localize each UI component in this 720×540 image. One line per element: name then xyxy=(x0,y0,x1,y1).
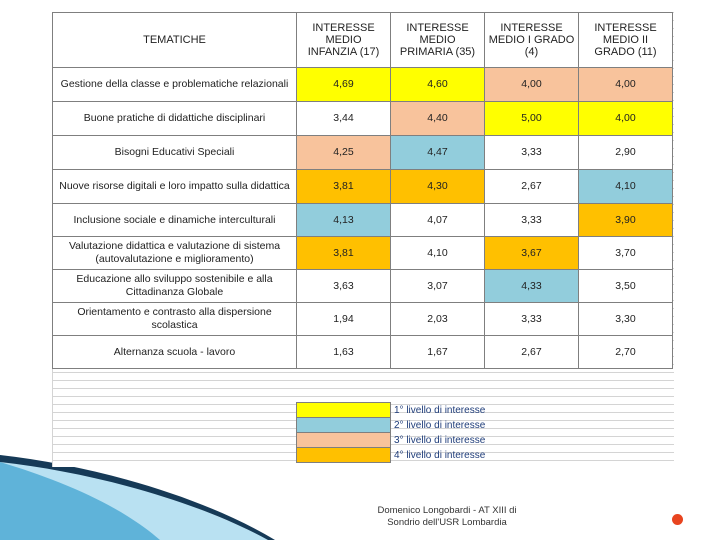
score-cell: 3,33 xyxy=(484,135,579,170)
score-cell: 4,13 xyxy=(296,203,391,237)
score-cell: 4,60 xyxy=(390,67,485,102)
row-label: Buone pratiche di didattiche disciplinar… xyxy=(52,101,297,136)
score-cell: 3,30 xyxy=(578,302,673,336)
table-row: Valutazione didattica e valutazione di s… xyxy=(52,236,673,270)
row-label: Alternanza scuola - lavoro xyxy=(52,335,297,369)
slide-dot-decoration xyxy=(672,514,683,525)
score-cell: 4,25 xyxy=(296,135,391,170)
score-cell: 3,44 xyxy=(296,101,391,136)
score-cell: 2,67 xyxy=(484,169,579,204)
header-tematiche: TEMATICHE xyxy=(52,12,297,68)
table-row: Inclusione sociale e dinamiche intercult… xyxy=(52,203,673,237)
score-cell: 2,67 xyxy=(484,335,579,369)
header-infanzia: INTERESSE MEDIO INFANZIA (17) xyxy=(296,12,391,68)
score-cell: 3,63 xyxy=(296,269,391,303)
score-cell: 1,94 xyxy=(296,302,391,336)
score-cell: 2,70 xyxy=(578,335,673,369)
score-cell: 4,00 xyxy=(578,101,673,136)
table-header-row: TEMATICHE INTERESSE MEDIO INFANZIA (17) … xyxy=(52,12,673,68)
legend-label: 3° livello di interesse xyxy=(394,434,486,446)
score-cell: 3,50 xyxy=(578,269,673,303)
table-row: Nuove risorse digitali e loro impatto su… xyxy=(52,169,673,204)
score-cell: 4,33 xyxy=(484,269,579,303)
score-cell: 4,07 xyxy=(390,203,485,237)
footer-line-1: Domenico Longobardi - AT XIII di xyxy=(377,505,517,516)
row-label: Bisogni Educativi Speciali xyxy=(52,135,297,170)
row-label: Orientamento e contrasto alla dispersion… xyxy=(52,302,297,336)
score-cell: 1,67 xyxy=(390,335,485,369)
legend-swatch xyxy=(296,447,391,463)
score-cell: 3,81 xyxy=(296,169,391,204)
table-row: Bisogni Educativi Speciali 4,25 4,47 3,33 2,… xyxy=(52,135,673,170)
score-cell: 3,81 xyxy=(296,236,391,270)
score-cell: 3,67 xyxy=(484,236,579,270)
legend-item: 3° livello di interesse xyxy=(296,432,486,448)
legend-item: 4° livello di interesse xyxy=(296,447,486,463)
score-cell: 5,00 xyxy=(484,101,579,136)
score-cell: 3,70 xyxy=(578,236,673,270)
legend-item: 2° livello di interesse xyxy=(296,417,486,433)
row-label: Inclusione sociale e dinamiche intercult… xyxy=(52,203,297,237)
row-label: Gestione della classe e problematiche re… xyxy=(52,67,297,102)
score-cell: 1,63 xyxy=(296,335,391,369)
legend-label: 2° livello di interesse xyxy=(394,419,486,431)
score-cell: 4,10 xyxy=(578,169,673,204)
score-cell: 2,90 xyxy=(578,135,673,170)
row-label: Valutazione didattica e valutazione di s… xyxy=(52,236,297,270)
score-cell: 4,47 xyxy=(390,135,485,170)
legend-item: 1° livello di interesse xyxy=(296,402,486,418)
legend-swatch xyxy=(296,417,391,433)
header-primaria: INTERESSE MEDIO PRIMARIA (35) xyxy=(390,12,485,68)
legend-swatch xyxy=(296,402,391,418)
header-i-grado: INTERESSE MEDIO I GRADO (4) xyxy=(484,12,579,68)
legend-label: 4° livello di interesse xyxy=(394,449,486,461)
table-row: Orientamento e contrasto alla dispersion… xyxy=(52,302,673,336)
row-label: Nuove risorse digitali e loro impatto su… xyxy=(52,169,297,204)
score-cell: 4,00 xyxy=(484,67,579,102)
spreadsheet-image: TEMATICHE INTERESSE MEDIO INFANZIA (17) … xyxy=(52,12,674,467)
interest-table: TEMATICHE INTERESSE MEDIO INFANZIA (17) … xyxy=(52,12,673,369)
score-cell: 2,03 xyxy=(390,302,485,336)
legend-swatch xyxy=(296,432,391,448)
score-cell: 4,10 xyxy=(390,236,485,270)
legend: 1° livello di interesse 2° livello di int… xyxy=(296,402,486,463)
table-row: Gestione della classe e problematiche re… xyxy=(52,67,673,102)
table-row: Alternanza scuola - lavoro 1,63 1,67 2,67 2,… xyxy=(52,335,673,369)
legend-label: 1° livello di interesse xyxy=(394,404,486,416)
table-row: Buone pratiche di didattiche disciplinar… xyxy=(52,101,673,136)
swoosh-dark xyxy=(0,455,275,540)
table-row: Educazione allo sviluppo sostenibile e a… xyxy=(52,269,673,303)
score-cell: 3,33 xyxy=(484,203,579,237)
score-cell: 4,40 xyxy=(390,101,485,136)
score-cell: 3,07 xyxy=(390,269,485,303)
score-cell: 3,90 xyxy=(578,203,673,237)
row-label: Educazione allo sviluppo sostenibile e a… xyxy=(52,269,297,303)
header-ii-grado: INTERESSE MEDIO II GRADO (11) xyxy=(578,12,673,68)
footer-line-2: Sondrio dell'USR Lombardia xyxy=(387,517,507,528)
swoosh-mid xyxy=(0,462,160,540)
footer-credit: Domenico Longobardi - AT XIII di Sondrio… xyxy=(362,505,532,529)
score-cell: 4,00 xyxy=(578,67,673,102)
score-cell: 3,33 xyxy=(484,302,579,336)
score-cell: 4,30 xyxy=(390,169,485,204)
score-cell: 4,69 xyxy=(296,67,391,102)
